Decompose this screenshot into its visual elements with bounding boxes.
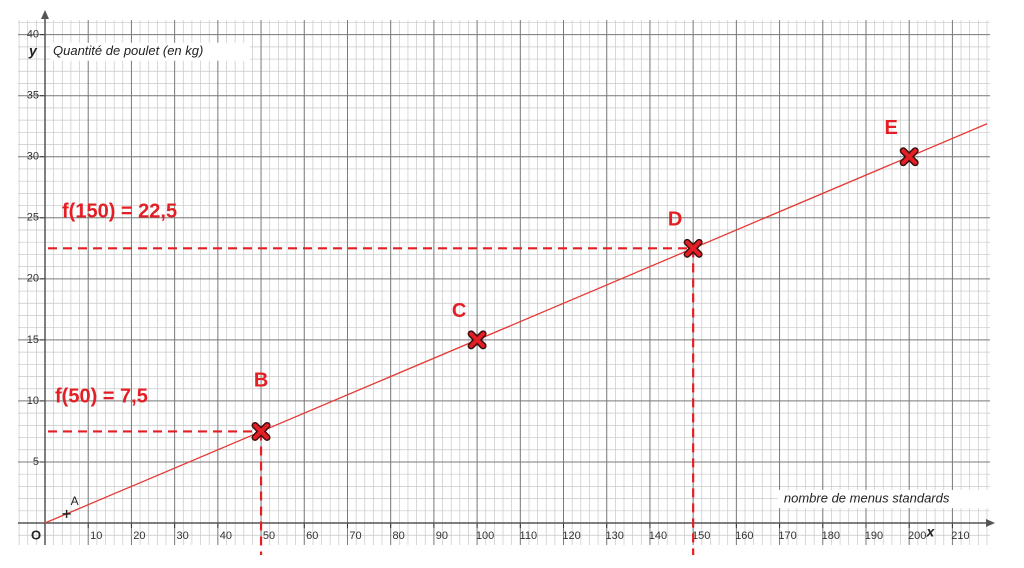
point-label: E bbox=[885, 117, 898, 139]
line bbox=[44, 123, 988, 524]
cross-fill bbox=[901, 148, 918, 165]
x-tick-label: 140 bbox=[649, 530, 667, 542]
x-axis-arrow bbox=[986, 519, 995, 528]
point-label: B bbox=[254, 370, 268, 392]
x-tick-label: 70 bbox=[349, 530, 361, 542]
plus-marker bbox=[62, 509, 71, 518]
x-tick-label: 10 bbox=[90, 530, 102, 542]
x-tick-label: 150 bbox=[692, 530, 710, 542]
point bbox=[467, 330, 487, 350]
x-tick-label: 110 bbox=[520, 530, 538, 542]
point bbox=[899, 147, 919, 167]
y-tick-label: 10 bbox=[27, 395, 39, 407]
y-tick-label: 15 bbox=[27, 334, 39, 346]
y-tick-label: 20 bbox=[27, 273, 39, 285]
x-tick-label: 50 bbox=[263, 530, 275, 542]
point bbox=[683, 238, 703, 258]
y-tick-label: 40 bbox=[27, 29, 39, 41]
point-label: D bbox=[668, 209, 682, 231]
x-axis-name: x bbox=[925, 524, 935, 540]
x-tick-label: 180 bbox=[822, 530, 840, 542]
point bbox=[251, 421, 271, 441]
x-tick-label: 60 bbox=[306, 530, 318, 542]
y-tick-label: 25 bbox=[27, 212, 39, 224]
x-tick-label: 30 bbox=[177, 530, 189, 542]
origin-label: O bbox=[31, 527, 41, 542]
x-tick-label: 90 bbox=[436, 530, 448, 542]
y-axis-name: y bbox=[28, 42, 38, 58]
y-tick-label: 30 bbox=[27, 151, 39, 163]
x-tick-label: 160 bbox=[735, 530, 753, 542]
x-tick-label: 190 bbox=[865, 530, 883, 542]
annotation: f(150) = 22,5 bbox=[62, 200, 177, 222]
x-tick-label: 120 bbox=[562, 530, 580, 542]
x-tick-label: 40 bbox=[220, 530, 232, 542]
y-tick-label: 5 bbox=[33, 456, 39, 468]
x-tick-label: 20 bbox=[133, 530, 145, 542]
x-label-bg bbox=[777, 490, 994, 509]
cross-fill bbox=[685, 240, 702, 257]
x-tick-label: 170 bbox=[778, 530, 796, 542]
point-label: A bbox=[71, 494, 79, 508]
y-label-bg bbox=[50, 42, 251, 61]
x-axis-label: nombre de menus standards bbox=[784, 490, 950, 505]
point bbox=[62, 509, 71, 518]
x-tick-label: 130 bbox=[606, 530, 624, 542]
y-tick-label: 35 bbox=[27, 90, 39, 102]
annotation: f(50) = 7,5 bbox=[55, 385, 148, 407]
x-tick-label: 80 bbox=[393, 530, 405, 542]
x-tick-label: 210 bbox=[951, 530, 969, 542]
point-label: C bbox=[452, 300, 466, 322]
cross-fill bbox=[253, 423, 270, 440]
x-tick-label: 100 bbox=[476, 530, 494, 542]
y-axis-arrow bbox=[41, 10, 50, 19]
y-axis-label: Quantité de poulet (en kg) bbox=[53, 43, 203, 58]
cross-fill bbox=[469, 331, 486, 348]
x-tick-label: 200 bbox=[908, 530, 926, 542]
